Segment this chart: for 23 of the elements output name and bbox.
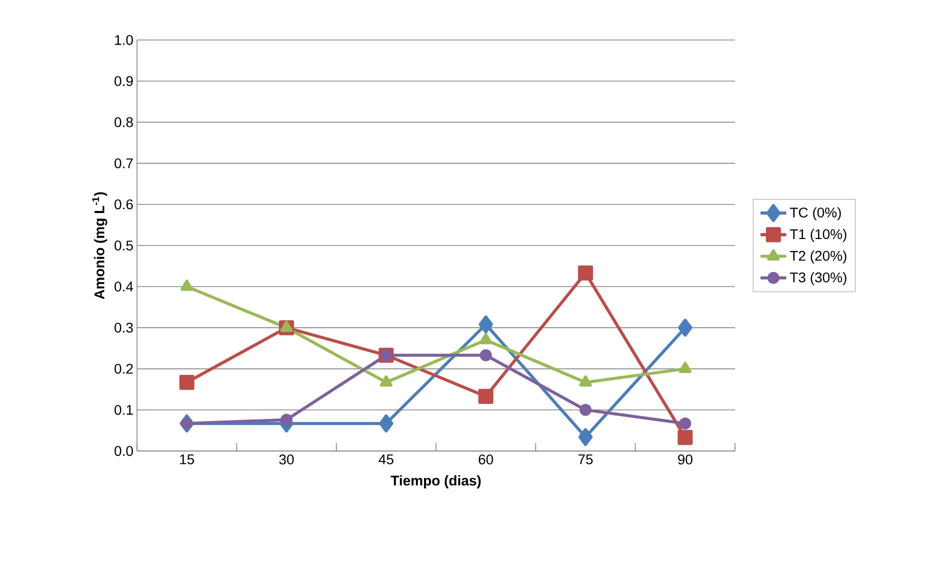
- y-tick-label: 0.7: [114, 158, 133, 168]
- y-tick-label: 0.8: [114, 117, 133, 128]
- y-tick-label: 1.0: [115, 35, 133, 45]
- y-axis-title: Amonio (mg L$^{-1}$): [92, 192, 108, 300]
- y-tick-label: 0.1: [114, 404, 133, 415]
- legend-label: T3 (30%): [790, 272, 846, 286]
- y-tick-label: 0.0: [114, 446, 133, 456]
- y-tick-label: 0.5: [114, 240, 133, 250]
- x-tick-label: 30: [279, 454, 294, 464]
- x-tick-label: 75: [578, 454, 593, 464]
- y-tick-label: 0.4: [114, 282, 134, 292]
- x-tick-label: 15: [180, 454, 194, 464]
- x-tick-label: 45: [378, 454, 394, 464]
- legend-label: TC (0%): [790, 207, 841, 220]
- y-tick-label: 0.6: [114, 199, 133, 210]
- x-tick-label: 90: [678, 454, 692, 464]
- y-tick-label: 0.9: [114, 76, 133, 86]
- y-tick-label: 0.2: [114, 364, 133, 374]
- legend-label: T1 (10%): [790, 228, 846, 242]
- y-tick-label: 0.3: [114, 322, 133, 333]
- x-tick-label: 60: [478, 454, 494, 464]
- legend-label: T2 (20%): [790, 250, 846, 264]
- x-axis-title: Tiempo (dias): [390, 475, 481, 488]
